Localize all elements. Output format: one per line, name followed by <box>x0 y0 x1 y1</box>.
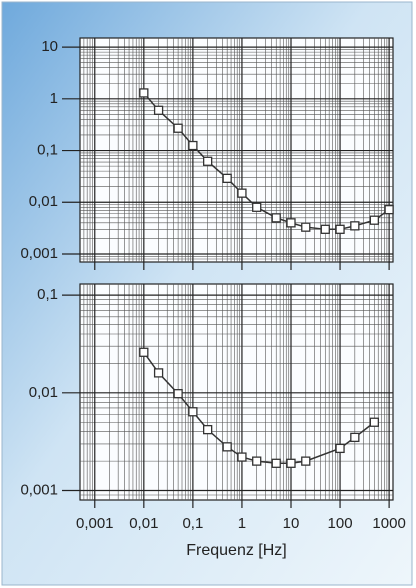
marker <box>369 417 379 427</box>
marker <box>350 221 360 231</box>
x-tick-label: 0,1 <box>182 515 203 532</box>
marker <box>153 105 164 115</box>
marker <box>173 389 183 399</box>
marker <box>301 456 311 466</box>
marker <box>203 156 213 166</box>
y-tick-label: 0,01 <box>29 193 58 210</box>
marker <box>286 458 296 468</box>
marker <box>320 224 330 234</box>
x-tick-label: 100 <box>328 515 353 532</box>
marker <box>271 458 281 468</box>
y-tick-label: 0,001 <box>20 245 58 262</box>
marker <box>188 140 198 151</box>
marker <box>203 424 213 435</box>
x-tick-label: 10 <box>283 515 300 532</box>
x-axis-label: Frequenz [Hz] <box>186 542 286 559</box>
marker <box>237 188 247 198</box>
data-line <box>143 92 390 231</box>
x-tick-label: 1000 <box>372 515 405 532</box>
marker <box>188 407 198 417</box>
y-tick-label: 0,01 <box>29 384 58 401</box>
x-tick-label: 0,01 <box>129 515 158 532</box>
y-tick-label: 0,001 <box>20 482 58 499</box>
marker <box>286 218 296 228</box>
y-tick-label: 0,1 <box>37 286 58 303</box>
marker <box>139 347 149 357</box>
marker <box>173 123 183 133</box>
marker <box>301 222 311 232</box>
marker <box>252 202 262 212</box>
marker <box>153 368 164 378</box>
x-tick-label: 0,001 <box>76 515 114 532</box>
marker <box>384 204 394 215</box>
marker <box>350 432 360 443</box>
marker <box>335 443 345 454</box>
y-tick-label: 0,1 <box>37 142 58 159</box>
y-tick-label: 1 <box>50 90 58 107</box>
marker <box>139 88 149 98</box>
marker <box>369 215 379 225</box>
marker <box>222 442 232 452</box>
marker <box>335 224 345 234</box>
plot-area <box>79 283 394 501</box>
marker <box>222 173 232 184</box>
marker <box>252 456 262 466</box>
marker <box>271 213 281 223</box>
y-tick-label: 10 <box>41 38 58 55</box>
marker <box>237 452 247 462</box>
x-tick-label: 1 <box>238 515 246 532</box>
